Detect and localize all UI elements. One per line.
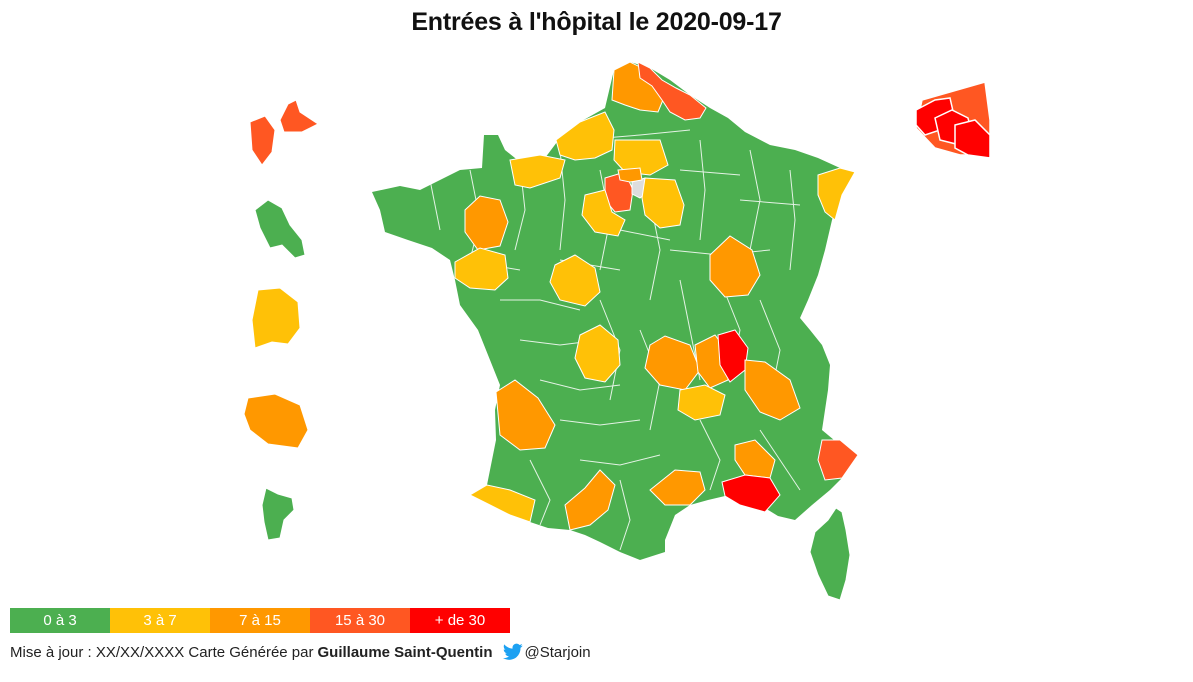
department-borders [429,129,801,551]
dept-puy-de-dome [644,335,701,391]
legend-item-7-15: 7 à 15 [210,608,310,633]
twitter-bird-icon[interactable] [502,643,523,661]
legend-item-over-30: + de 30 [410,608,510,633]
dept-loir-et-cher [549,254,601,307]
dept-isere [744,359,801,421]
dept-nord [637,61,707,121]
author-name: Guillaume Saint-Quentin [317,643,493,661]
legend-item-15-30: 15 à 30 [310,608,410,633]
guadeloupe [249,99,319,166]
footer: Mise à jour : XX/XX/XXXX Carte Générée p… [10,643,591,661]
dept-gironde [495,379,556,451]
dept-val-doise [617,167,643,183]
dept-haute-vienne [574,324,621,383]
dept-maine-et-loire [454,247,509,291]
dept-oise [613,139,669,176]
dept-calvados [509,154,566,189]
mayotte [261,487,295,541]
corsica [809,507,851,601]
mainland-france [372,62,858,560]
ile-de-france-inset [915,81,991,159]
guyane [251,287,301,349]
dept-haute-garonne [564,469,616,531]
dept-essonne [581,189,626,237]
dept-pas-de-calais [611,61,666,113]
overseas-departments [243,99,319,541]
color-legend: 0 à 3 3 à 7 7 à 15 15 à 30 + de 30 [10,608,510,633]
twitter-handle[interactable]: @Starjoin [524,643,591,661]
map-title: Entrées à l'hôpital le 2020-09-17 [411,8,782,36]
dept-alpes-maritimes [817,439,859,481]
legend-item-0-3: 0 à 3 [10,608,110,633]
dept-haute-loire [677,384,726,421]
update-text: Mise à jour : XX/XX/XXXX Carte Générée p… [10,643,314,661]
dept-normandie-east [555,111,615,161]
dept-pyrenees-atlantiques [468,484,536,523]
dept-herault [649,469,706,506]
mainland-base [372,62,858,560]
dept-seine-et-marne [641,177,685,229]
dept-bouches-du-rhone [721,474,781,513]
dept-cote-dor [709,235,761,298]
highlighted-departments [454,61,859,531]
martinique [254,199,306,259]
la-reunion [243,393,309,449]
dept-bas-rhin [817,167,856,221]
inset-val-de-marne [954,119,991,159]
dept-ille-et-vilaine [464,195,509,251]
legend-item-3-7: 3 à 7 [110,608,210,633]
